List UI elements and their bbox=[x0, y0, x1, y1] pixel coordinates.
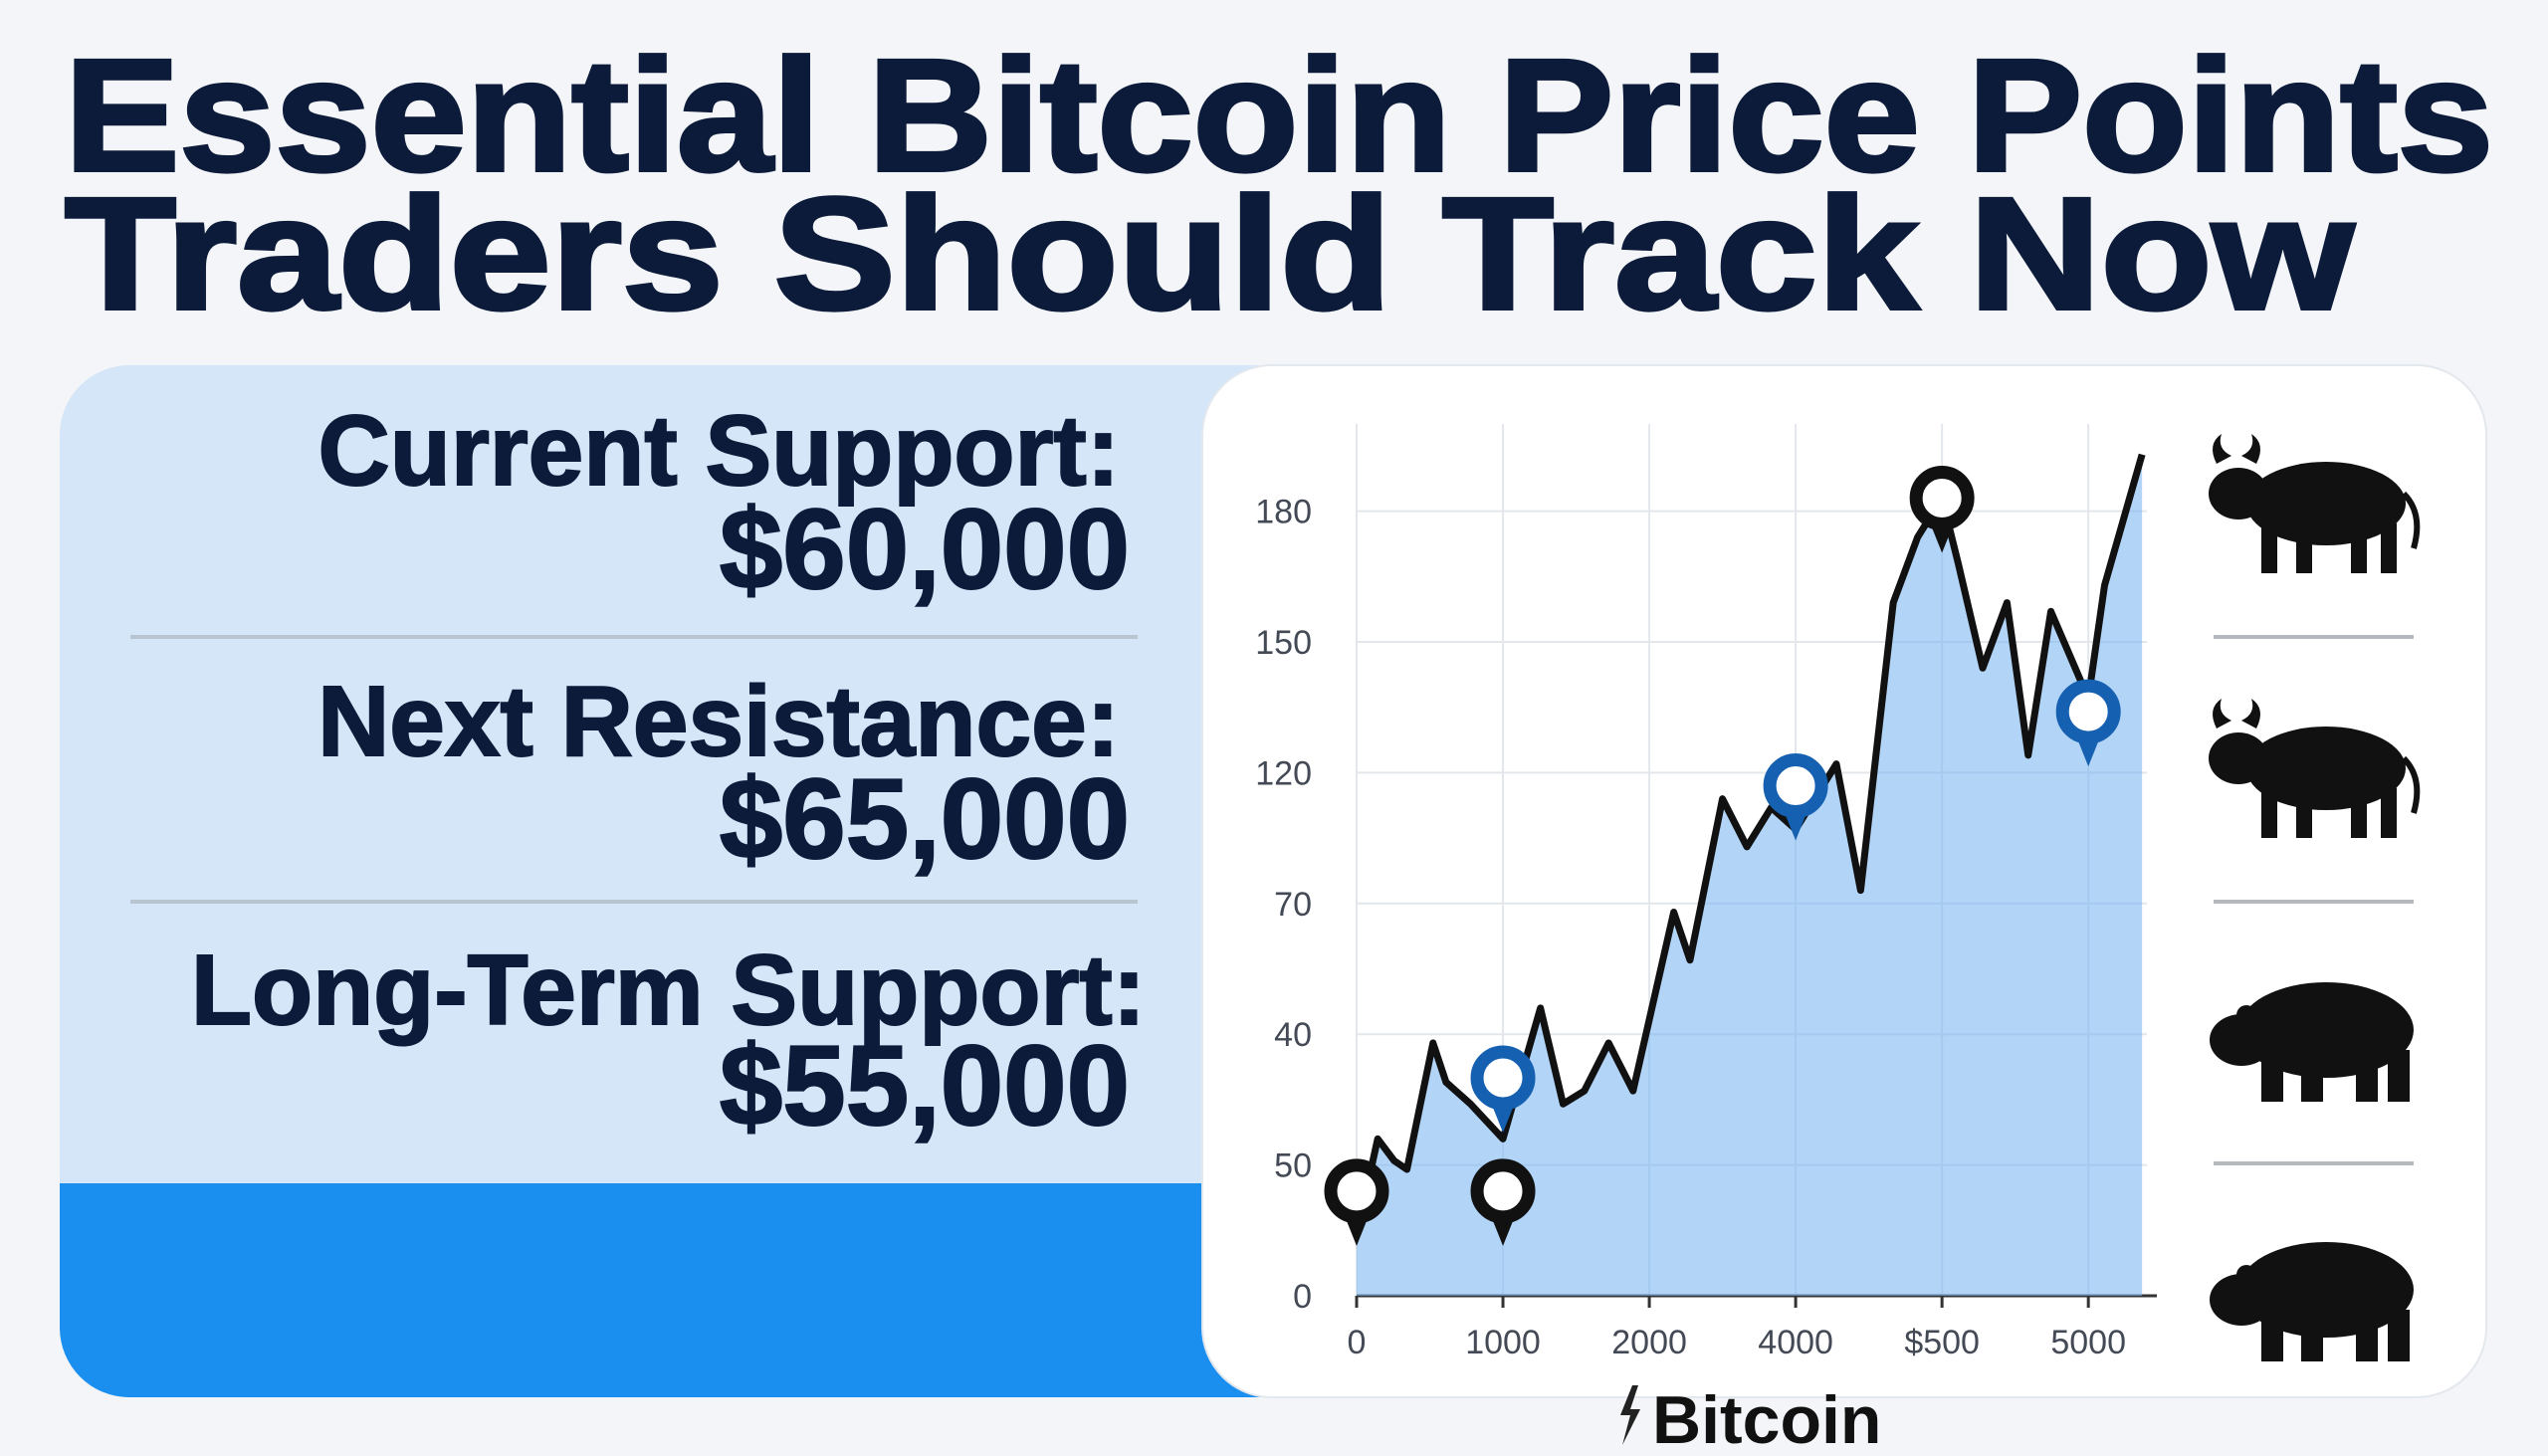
price-line bbox=[1353, 453, 2146, 1236]
pin-point bbox=[1763, 753, 1828, 819]
level-label: Next Resistance: bbox=[318, 666, 1120, 777]
pin-point bbox=[1324, 1158, 1389, 1224]
level-label: Current Support: bbox=[318, 395, 1120, 507]
levels-panel: Current Support: $60,000 Next Resistance… bbox=[60, 365, 1354, 1397]
y-tick-label: 70 bbox=[1274, 886, 1312, 924]
y-tick-label: 50 bbox=[1274, 1147, 1312, 1185]
y-tick-label: 120 bbox=[1255, 754, 1312, 792]
y-tick-label: 40 bbox=[1274, 1016, 1312, 1054]
pin-point bbox=[1470, 1158, 1536, 1224]
bull-icon bbox=[2209, 699, 2421, 838]
title-line: Essential Bitcoin Price Points bbox=[65, 26, 2493, 204]
bear-icon bbox=[2210, 982, 2414, 1102]
x-tick-label: 4000 bbox=[1758, 1324, 1833, 1361]
x-tick-label: 0 bbox=[1348, 1324, 1367, 1361]
pin-point bbox=[1470, 1045, 1536, 1111]
y-tick-label: 150 bbox=[1255, 624, 1312, 662]
level-value: $60,000 bbox=[720, 487, 1130, 613]
lightning-icon bbox=[1620, 1385, 1640, 1445]
area bbox=[1357, 454, 2143, 1296]
level-label: Long-Term Support: bbox=[191, 935, 1146, 1046]
pin-point bbox=[2055, 679, 2121, 744]
bull-icon bbox=[2209, 434, 2421, 573]
x-tick-label: 1000 bbox=[1465, 1324, 1541, 1361]
y-tick-label: 180 bbox=[1255, 494, 1312, 531]
brand: Bitcoin bbox=[1652, 1382, 1881, 1456]
pin-point bbox=[1909, 465, 1975, 530]
x-tick-label: $500 bbox=[1904, 1324, 1980, 1361]
bear-icon bbox=[2210, 1242, 2414, 1361]
title-line: Traders Should Track Now bbox=[65, 164, 2355, 342]
panel-band bbox=[60, 1183, 1354, 1397]
x-tick-label: 5000 bbox=[2050, 1324, 2126, 1361]
level-value: $55,000 bbox=[720, 1023, 1130, 1149]
plot: 0 50 40 70 120 150 180 0 1000 2000 4000 $500 5000 bbox=[1255, 424, 2157, 1361]
sentiment-icons bbox=[2209, 434, 2421, 1361]
level-value: $65,000 bbox=[720, 756, 1130, 883]
y-tick-label: 0 bbox=[1293, 1278, 1312, 1316]
x-tick-label: 2000 bbox=[1611, 1324, 1687, 1361]
